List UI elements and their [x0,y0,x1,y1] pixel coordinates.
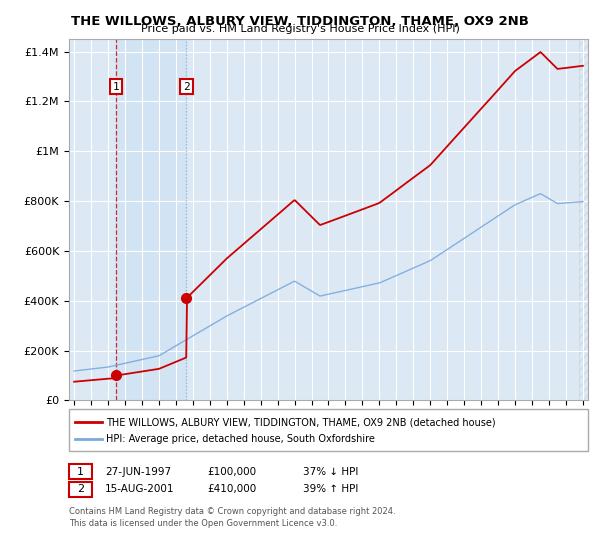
Text: 1: 1 [77,466,84,477]
Text: 2: 2 [183,82,190,91]
Bar [116,39,187,400]
Text: 15-AUG-2001: 15-AUG-2001 [105,484,175,494]
Text: 1: 1 [113,82,119,91]
Bar [578,39,588,400]
Text: Price paid vs. HM Land Registry's House Price Index (HPI): Price paid vs. HM Land Registry's House … [140,24,460,34]
Text: Contains HM Land Registry data © Crown copyright and database right 2024.
This d: Contains HM Land Registry data © Crown c… [69,507,395,528]
Text: HPI: Average price, detached house, South Oxfordshire: HPI: Average price, detached house, Sout… [106,434,375,444]
Text: £100,000: £100,000 [207,466,256,477]
Text: 37% ↓ HPI: 37% ↓ HPI [303,466,358,477]
Text: THE WILLOWS, ALBURY VIEW, TIDDINGTON, THAME, OX9 2NB (detached house): THE WILLOWS, ALBURY VIEW, TIDDINGTON, TH… [106,417,496,427]
Text: 2: 2 [77,484,84,494]
Text: 39% ↑ HPI: 39% ↑ HPI [303,484,358,494]
Text: THE WILLOWS, ALBURY VIEW, TIDDINGTON, THAME, OX9 2NB: THE WILLOWS, ALBURY VIEW, TIDDINGTON, TH… [71,15,529,27]
Text: 27-JUN-1997: 27-JUN-1997 [105,466,171,477]
Text: £410,000: £410,000 [207,484,256,494]
